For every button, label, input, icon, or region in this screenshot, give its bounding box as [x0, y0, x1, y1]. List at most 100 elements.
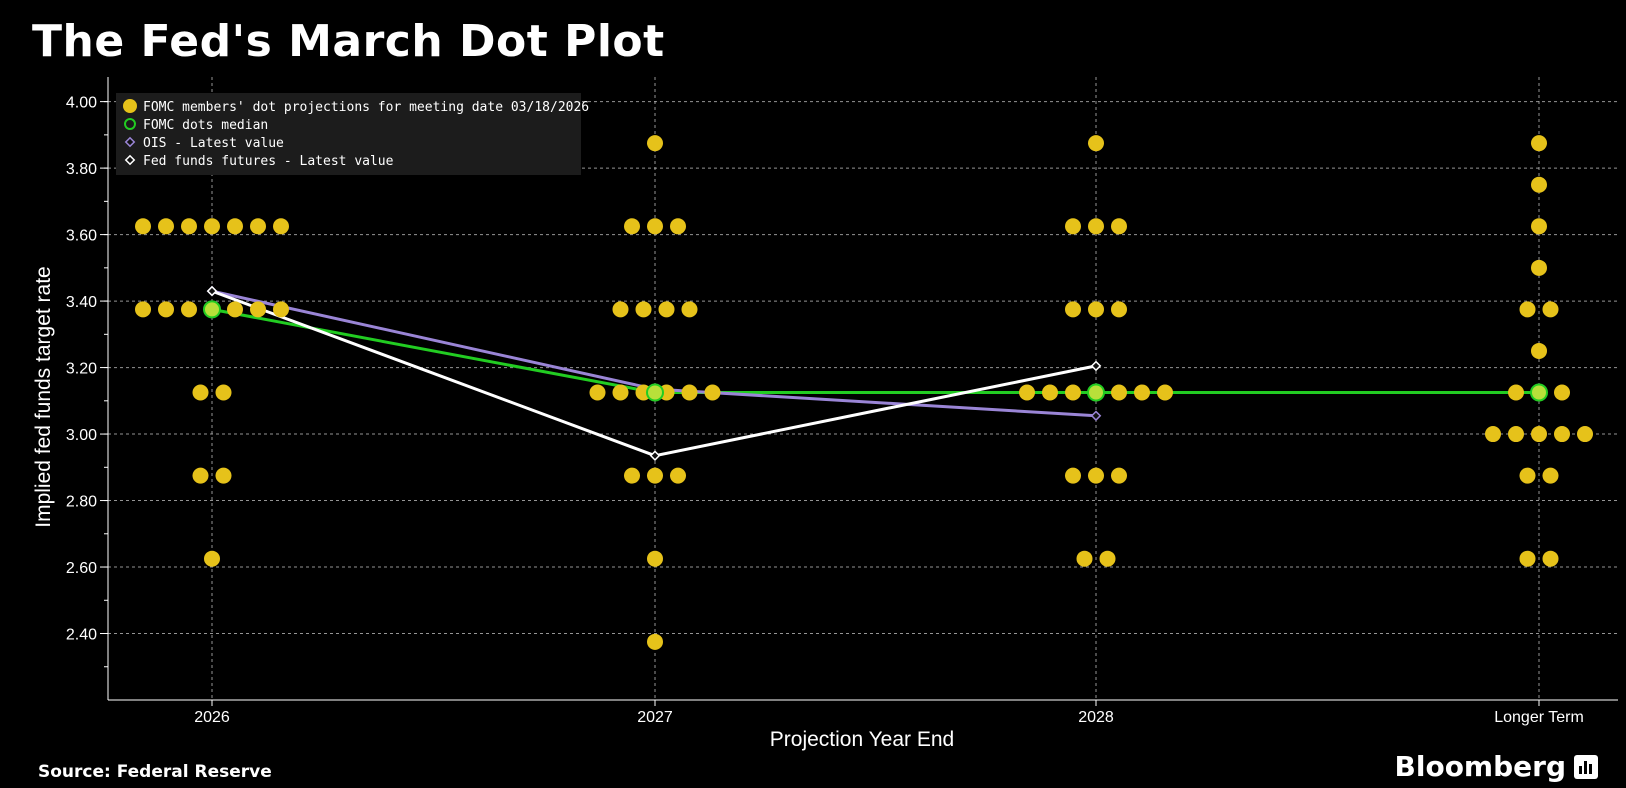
fomc-dot	[158, 218, 174, 235]
fomc-dot	[215, 467, 232, 484]
fomc-dot	[1099, 550, 1116, 567]
y-tick-label: 3.00	[66, 427, 97, 444]
fomc-dot	[204, 218, 220, 235]
fomc-dot	[227, 301, 243, 318]
futures-point-marker	[1090, 360, 1102, 372]
fomc-dot	[589, 384, 606, 401]
fomc-dot	[1508, 426, 1524, 443]
fomc-dot	[1531, 135, 1547, 152]
fomc-dot	[1111, 467, 1127, 484]
fomc-dot	[1531, 218, 1547, 235]
fomc-dot	[1531, 342, 1547, 359]
legend-futures-swatch	[124, 154, 136, 166]
median-marker-layer	[203, 285, 1548, 461]
fomc-dot	[250, 301, 266, 318]
fomc-dot	[1042, 384, 1058, 401]
fomc-dot	[1577, 426, 1593, 443]
fomc-dot	[647, 550, 663, 567]
fomc-dot	[1542, 467, 1559, 484]
series-line-layer	[211, 289, 1539, 458]
legend-label: Fed funds futures - Latest value	[143, 154, 394, 169]
fomc-dot	[1485, 426, 1501, 443]
fomc-dot	[1519, 467, 1536, 484]
x-tick-label: 2026	[194, 709, 230, 726]
median-series-line	[211, 307, 1539, 394]
fomc-dot	[1542, 301, 1559, 318]
fomc-dot	[181, 218, 197, 235]
fomc-dot	[658, 301, 675, 318]
fomc-dot	[1088, 218, 1104, 235]
fomc-dot	[612, 384, 629, 401]
fomc-dot	[647, 633, 663, 650]
fomc-dot	[681, 384, 698, 401]
fomc-dot	[1519, 301, 1536, 318]
y-tick-label: 3.60	[66, 228, 97, 245]
futures-point-marker	[649, 450, 661, 461]
y-tick-label: 2.40	[66, 627, 97, 644]
fomc-dot	[647, 218, 663, 235]
y-tick-label: 4.00	[66, 95, 97, 112]
fomc-dot	[647, 135, 663, 152]
source-note: Source: Federal Reserve	[38, 762, 272, 782]
fomc-dot	[135, 301, 151, 318]
y-tick-label: 3.80	[66, 161, 97, 178]
axis-layer: 2.40 2.60 2.80 3.00 3.20 3.40 3.60 3.80 4.00 2026…	[66, 77, 1618, 726]
median-point-marker	[1530, 383, 1548, 402]
bar-chart-icon	[1574, 754, 1598, 779]
x-tick-label: 2027	[637, 709, 673, 726]
y-tick-label: 2.60	[66, 560, 97, 577]
fomc-dot	[215, 384, 232, 401]
y-tick-label: 3.40	[66, 294, 97, 311]
fomc-dot	[1531, 426, 1547, 443]
legend-median-swatch	[124, 118, 136, 130]
fomc-dot	[1088, 467, 1104, 484]
fomc-dot	[1554, 426, 1570, 443]
fomc-dot	[1065, 301, 1081, 318]
fomc-dot	[1531, 259, 1547, 276]
fomc-dot	[192, 384, 209, 401]
y-tick-label: 2.80	[66, 494, 97, 511]
fomc-dot	[1542, 550, 1559, 567]
fomc-dot	[681, 301, 698, 318]
fomc-dot	[1531, 176, 1547, 193]
fomc-dot	[1157, 384, 1173, 401]
fomc-dot	[1111, 218, 1127, 235]
futures-point-marker	[206, 285, 218, 297]
fomc-dot	[624, 218, 640, 235]
fomc-dot	[135, 218, 151, 235]
fomc-dot	[1088, 135, 1104, 152]
legend-label: FOMC dots median	[143, 118, 268, 133]
median-point-marker	[1087, 383, 1105, 402]
page-title: The Fed's March Dot Plot	[32, 16, 665, 67]
brand-logo: Bloomberg	[1395, 750, 1598, 783]
fomc-dot	[1065, 467, 1081, 484]
fomc-dot	[670, 218, 686, 235]
fomc-dot	[1111, 301, 1127, 318]
median-point-marker	[203, 300, 221, 319]
brand-wordmark: Bloomberg	[1394, 750, 1566, 783]
x-axis-title: Projection Year End	[770, 728, 954, 751]
fomc-dot	[204, 550, 220, 567]
fomc-dot	[647, 467, 663, 484]
fomc-dot	[1519, 550, 1536, 567]
fomc-dot	[612, 301, 629, 318]
fomc-dot	[1076, 550, 1093, 567]
y-axis-title: Implied fed funds target rate	[32, 266, 55, 528]
fomc-dot	[635, 301, 652, 318]
fomc-dot	[192, 467, 209, 484]
fomc-dot	[1134, 384, 1150, 401]
fomc-dot	[158, 301, 174, 318]
fomc-dot	[227, 218, 243, 235]
fomc-dot	[1065, 218, 1081, 235]
fomc-dot	[1111, 384, 1127, 401]
fomc-dot	[624, 467, 640, 484]
fomc-dot	[670, 467, 686, 484]
x-tick-label: 2028	[1078, 709, 1114, 726]
fomc-dot	[273, 218, 289, 235]
ois-point-marker	[1090, 410, 1102, 422]
x-tick-label: Longer Term	[1494, 709, 1584, 726]
fomc-dot	[181, 301, 197, 318]
legend-label: OIS - Latest value	[143, 136, 284, 151]
fomc-dot	[1088, 301, 1104, 318]
